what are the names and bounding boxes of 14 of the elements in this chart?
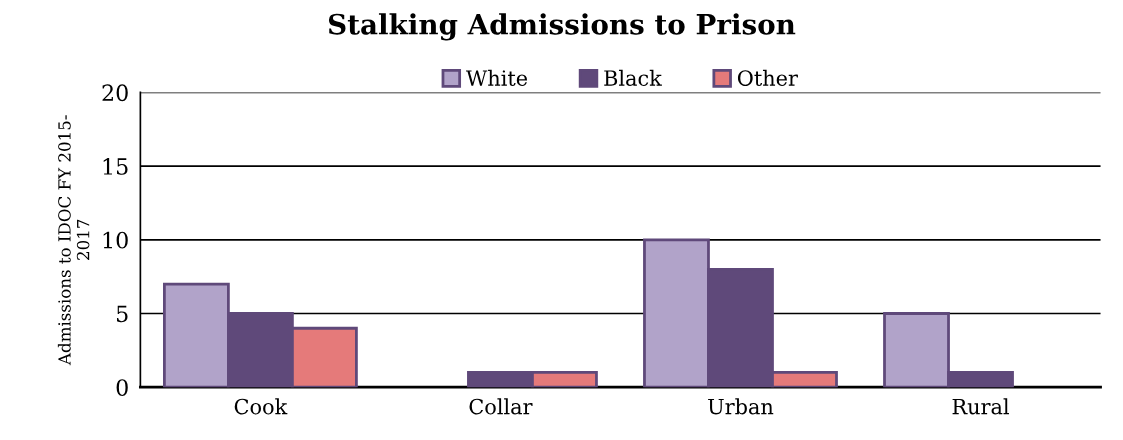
y-tick-label: 0	[116, 379, 128, 396]
y-tick-label: 15	[103, 158, 128, 175]
legend-label: Other	[737, 69, 798, 86]
chart-title: Stalking Admissions to Prison	[328, 13, 796, 41]
legend-label: White	[466, 69, 528, 86]
legend-label: Black	[604, 69, 662, 86]
x-tick-label: Urban	[708, 398, 774, 415]
y-tick-label: 10	[103, 231, 128, 249]
y-tick-label: 5	[117, 305, 128, 323]
y-axis-title: Admissions to IDOC FY 2015- 2017	[57, 115, 90, 366]
x-tick-label: Rural	[952, 398, 1009, 415]
x-tick-label: Collar	[469, 398, 533, 415]
x-tick-label: Cook	[234, 398, 288, 415]
y-tick-label: 20	[102, 84, 128, 102]
